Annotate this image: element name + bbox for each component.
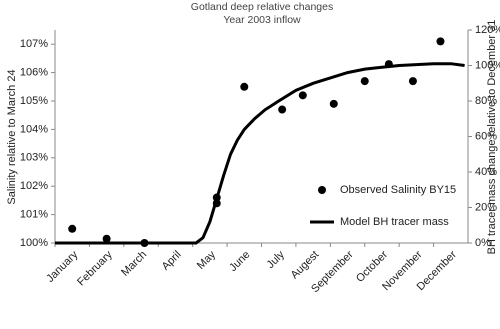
y-axis-title: Salinity relative to March 24 (6, 69, 18, 204)
y2-tick-label: 80% (475, 95, 497, 107)
y2-tick-label: 120% (475, 24, 500, 36)
x-tick-label: Augest (289, 249, 322, 282)
x-tick-label: June (227, 249, 252, 274)
data-point (436, 37, 445, 46)
x-tick-label: March (119, 249, 149, 279)
data-point (360, 77, 369, 86)
y2-tick-label: 100% (475, 59, 500, 71)
y-tick-label: 106% (20, 67, 48, 79)
legend-label: Observed Salinity BY15 (340, 184, 456, 196)
x-tick-label: April (160, 249, 184, 273)
legend-marker (318, 186, 326, 194)
x-tick-label: July (265, 248, 288, 271)
data-point (298, 91, 307, 100)
y-tick-label: 107% (20, 38, 48, 50)
y2-tick-label: 0% (475, 237, 491, 249)
x-tick-label: May (195, 248, 219, 272)
chart-subtitle: Year 2003 inflow (223, 14, 301, 26)
data-point (68, 224, 77, 233)
data-point (408, 77, 417, 86)
data-point (278, 105, 287, 114)
data-point (240, 82, 249, 91)
chart-title: Gotland deep relative changes (191, 1, 333, 13)
data-point (329, 99, 338, 108)
y-tick-label: 105% (20, 95, 48, 107)
y-tick-label: 100% (20, 237, 48, 249)
y-tick-label: 103% (20, 152, 48, 164)
y-tick-label: 102% (20, 180, 48, 192)
y-tick-label: 101% (20, 209, 48, 221)
data-point (102, 234, 111, 243)
y2-tick-label: 40% (475, 166, 497, 178)
data-line (55, 62, 465, 245)
y2-tick-label: 20% (475, 201, 497, 213)
legend-label: Model BH tracer mass (340, 216, 449, 228)
x-tick-label: February (75, 248, 115, 288)
y-tick-label: 104% (20, 123, 48, 135)
y2-tick-label: 60% (475, 130, 497, 142)
y2-axis-title: BH tracer mass change relative to Decemb… (486, 20, 498, 255)
